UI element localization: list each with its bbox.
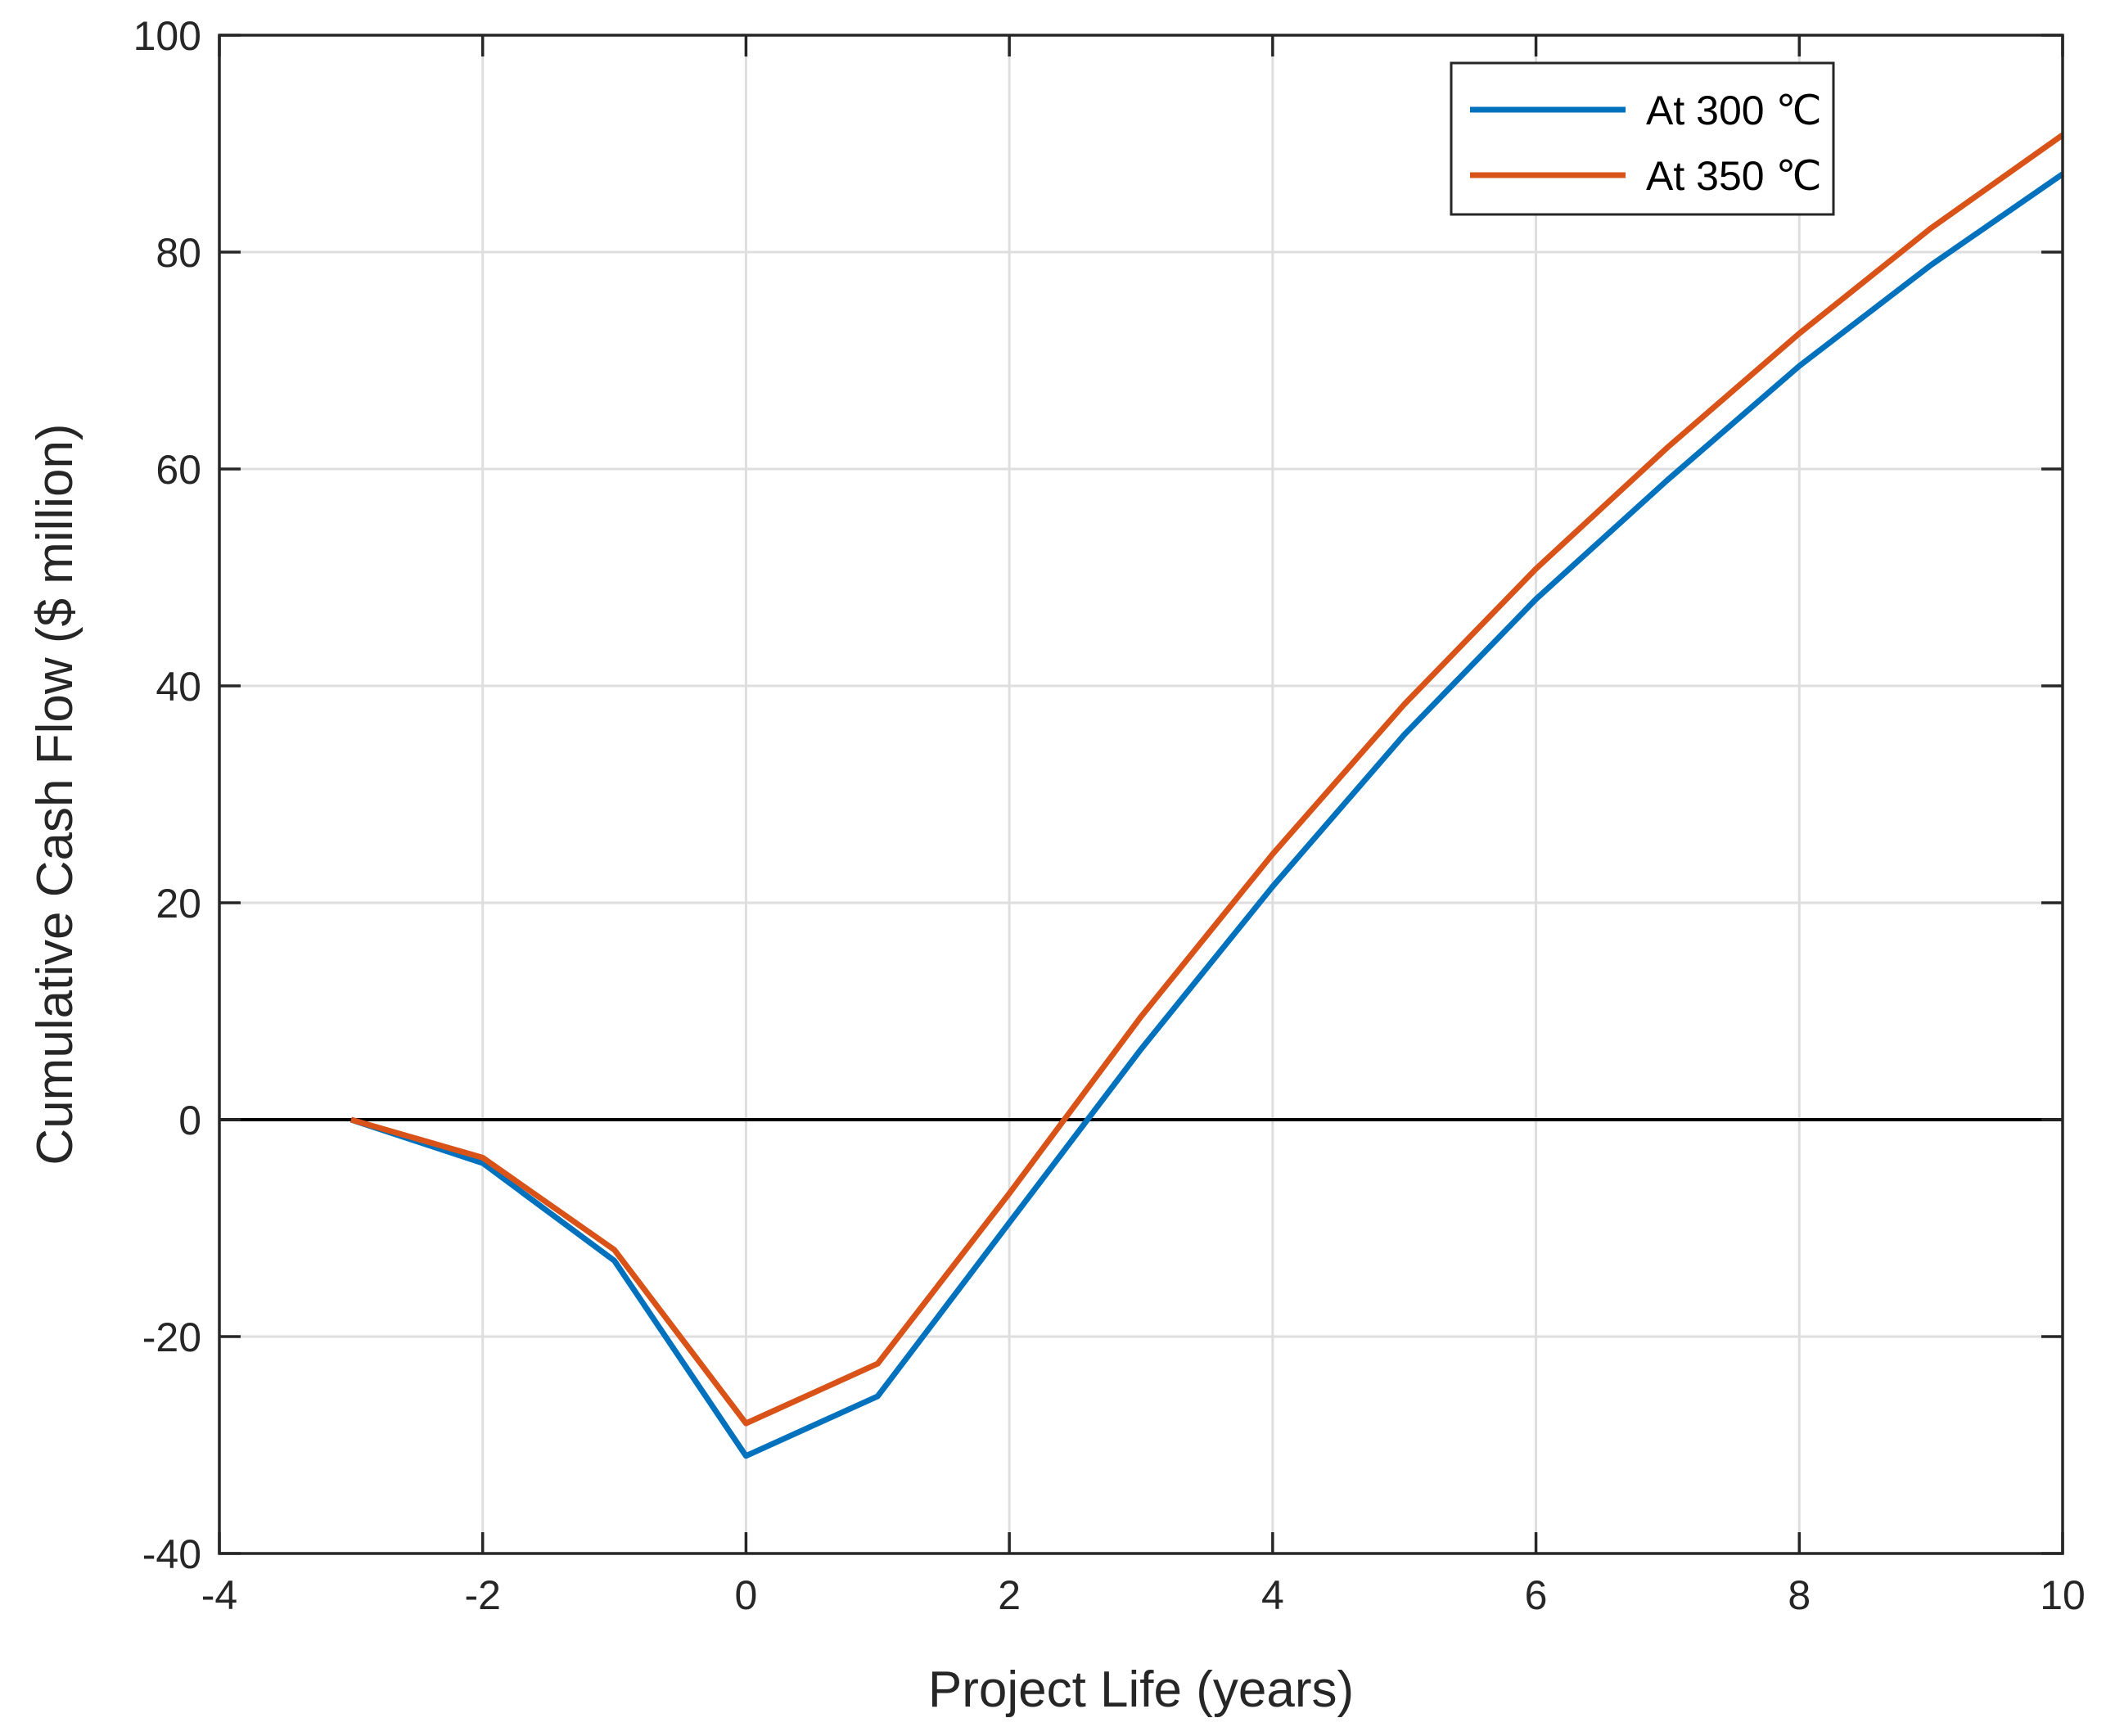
y-axis-title: Cumulative Cash Flow ($ million) bbox=[27, 423, 83, 1165]
series-line-0 bbox=[349, 171, 2064, 1459]
x-tick-label: -4 bbox=[201, 1572, 237, 1618]
y-tick-label: 40 bbox=[156, 664, 201, 710]
grid-lines bbox=[219, 35, 2063, 1553]
y-tick-labels: -40 -20 0 20 40 60 80 100 bbox=[133, 13, 201, 1577]
x-tick-label: 4 bbox=[1261, 1572, 1284, 1618]
series-line-1 bbox=[349, 133, 2065, 1427]
x-tick-label: 10 bbox=[2040, 1572, 2086, 1618]
axes-box bbox=[218, 34, 2064, 1555]
legend-label-at-300: At 300 ℃ bbox=[1646, 88, 1822, 133]
y-tick-label: 80 bbox=[156, 230, 201, 276]
legend-label-at-350: At 350 ℃ bbox=[1646, 153, 1822, 199]
y-tick-label: 60 bbox=[156, 447, 201, 493]
x-tick-label: -2 bbox=[464, 1572, 500, 1618]
y-tick-label: 20 bbox=[156, 881, 201, 927]
y-tick-label: -40 bbox=[142, 1531, 201, 1577]
x-tick-label: 8 bbox=[1788, 1572, 1811, 1618]
y-tick-label: 0 bbox=[178, 1098, 201, 1143]
legend-box bbox=[1450, 61, 1835, 216]
x-tick-label: 0 bbox=[735, 1572, 758, 1618]
legend: At 300 ℃ At 350 ℃ bbox=[1450, 61, 1835, 216]
x-tick-labels: -4 -2 0 2 4 6 8 10 bbox=[201, 1572, 2086, 1618]
data-series bbox=[349, 133, 2065, 1459]
axes-frame bbox=[218, 34, 2064, 1555]
tick-marks bbox=[218, 34, 2064, 1555]
y-tick-label: -20 bbox=[142, 1314, 201, 1360]
x-axis-title: Project Life (years) bbox=[928, 1662, 1354, 1718]
x-tick-label: 2 bbox=[998, 1572, 1021, 1618]
y-tick-label: 100 bbox=[133, 13, 201, 59]
x-tick-label: 6 bbox=[1525, 1572, 1548, 1618]
